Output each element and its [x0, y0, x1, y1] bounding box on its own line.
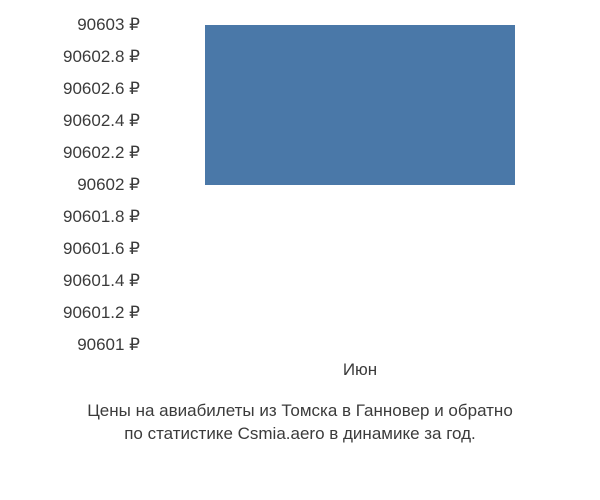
y-tick-label: 90601.6 ₽ [0, 239, 140, 259]
y-tick-label: 90601 ₽ [0, 335, 140, 355]
x-tick-label: Июн [343, 360, 377, 380]
y-tick-label: 90602.6 ₽ [0, 79, 140, 99]
bar [205, 25, 516, 185]
plot-area [150, 25, 570, 345]
y-tick-label: 90602.8 ₽ [0, 47, 140, 67]
chart-caption: Цены на авиабилеты из Томска в Ганновер … [0, 400, 600, 446]
y-tick-label: 90602 ₽ [0, 175, 140, 195]
y-tick-label: 90602.4 ₽ [0, 111, 140, 131]
y-tick-label: 90601.2 ₽ [0, 303, 140, 323]
y-tick-label: 90603 ₽ [0, 15, 140, 35]
price-chart: 90603 ₽ 90602.8 ₽ 90602.6 ₽ 90602.4 ₽ 90602.… [0, 0, 600, 500]
y-tick-label: 90601.8 ₽ [0, 207, 140, 227]
caption-line-2: по статистике Csmia.aero в динамике за г… [0, 423, 600, 446]
caption-line-1: Цены на авиабилеты из Томска в Ганновер … [0, 400, 600, 423]
y-tick-label: 90602.2 ₽ [0, 143, 140, 163]
y-tick-label: 90601.4 ₽ [0, 271, 140, 291]
